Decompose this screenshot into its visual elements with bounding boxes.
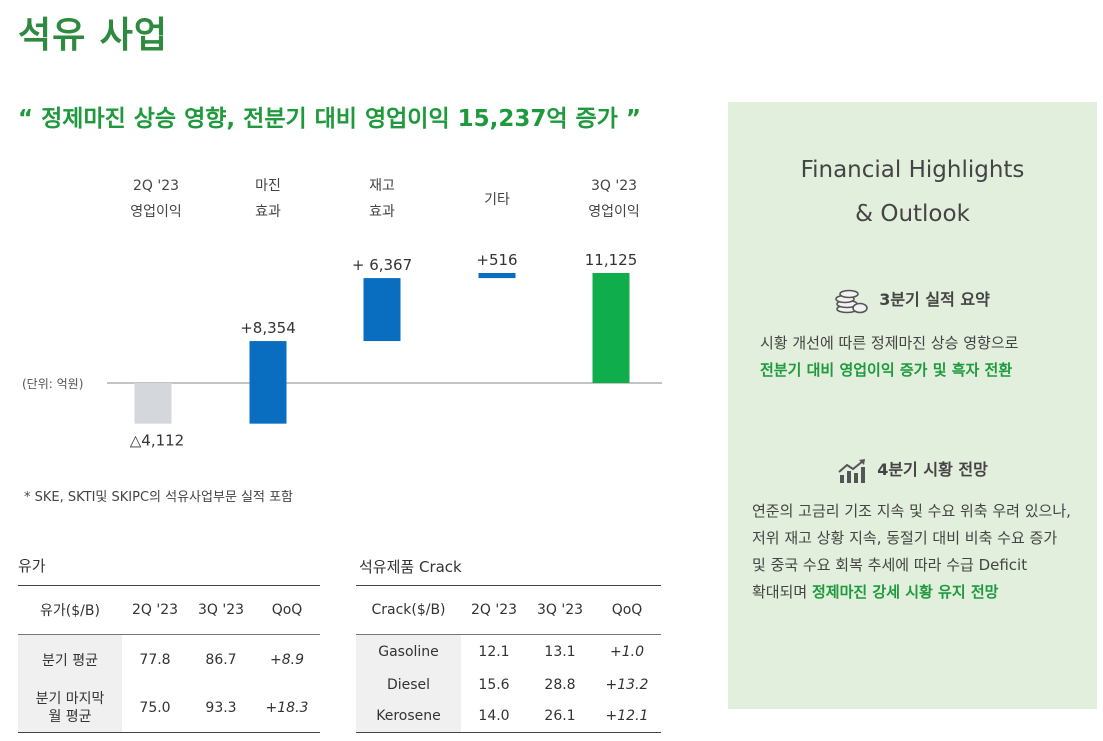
cell-q2: 15.6	[478, 676, 510, 693]
cell-q3: 26.1	[527, 700, 593, 733]
cell-q2: 77.8	[139, 651, 171, 668]
page-title: 석유 사업	[18, 15, 169, 56]
row-label: Gasoline	[356, 634, 461, 669]
category-label-3-0: 기타	[484, 192, 510, 208]
oil-table-title: 유가	[18, 557, 46, 575]
cell-q3: 13.1	[544, 643, 576, 660]
cell-qoq: +1.0	[610, 643, 644, 660]
value-label-2: + 6,367	[352, 256, 412, 274]
row-label: Diesel	[356, 668, 461, 701]
section2-heading: 4분기 시황 전망	[728, 456, 1097, 484]
table-row: 분기 평균 77.8 86.7 +8.9	[18, 634, 320, 685]
cell-qoq: +13.2	[605, 676, 649, 693]
section2-line4: 확대되며 정제마진 강세 시황 유지 전망	[752, 579, 1071, 606]
row-label: Kerosene	[356, 700, 461, 733]
header-cell: 3Q '23	[188, 585, 254, 635]
bar-3	[478, 273, 516, 279]
row-label: 분기 마지막 월 평균	[18, 684, 122, 733]
cell-qoq: +8.9	[270, 651, 304, 668]
crack-table: Crack($/B) 2Q '23 3Q '23 QoQ Gasoline 12…	[356, 585, 661, 733]
table-row: 분기 마지막 월 평균 75.0 93.3 +18.3	[18, 684, 320, 733]
headline: “ 정제마진 상승 영향, 전분기 대비 영업이익 15,237억 증가 ”	[18, 106, 641, 132]
value-label-1: +8,354	[240, 319, 296, 337]
cell-qoq: +18.3	[254, 684, 320, 733]
table-header-row: 유가($/B) 2Q '23 3Q '23 QoQ	[18, 585, 320, 635]
section2-text: 연준의 고금리 기조 지속 및 수요 위축 우려 있으나, 저위 재고 상황 지…	[752, 498, 1071, 606]
footnote: * SKE, SKTI및 SKIPC의 석유사업부문 실적 포함	[24, 490, 294, 505]
category-label-4-0: 3Q '23	[591, 178, 637, 194]
section2-line1: 연준의 고금리 기조 지속 및 수요 위축 우려 있으나,	[752, 502, 1071, 520]
header-cell: QoQ	[254, 585, 320, 635]
section2-line3: 및 중국 수요 회복 추세에 따라 수급 Deficit	[752, 556, 1028, 574]
value-label-0: △4,112	[130, 432, 184, 450]
crack-table-title: 석유제품 Crack	[359, 558, 462, 576]
header-cell: Crack($/B)	[356, 585, 461, 635]
cell-q2: 14.0	[461, 700, 527, 733]
cell-q2: 12.1	[478, 643, 510, 660]
panel-title: Financial Highlights & Outlook	[728, 148, 1097, 236]
section1-line2: 전분기 대비 영업이익 증가 및 흑자 전환	[760, 361, 1013, 379]
panel-title-line1: Financial Highlights	[800, 157, 1025, 183]
value-label-4: 11,125	[585, 251, 638, 269]
coins-icon	[835, 289, 869, 313]
section1-heading: 3분기 실적 요약	[728, 286, 1097, 314]
bar-4	[592, 273, 630, 383]
cell-q3: 93.3	[188, 684, 254, 733]
category-label-1-1: 효과	[255, 204, 281, 220]
table-row: Diesel 15.6 28.8 +13.2	[356, 668, 661, 701]
table-row: Kerosene 14.0 26.1 +12.1	[356, 700, 661, 733]
chart-up-icon	[838, 458, 866, 483]
bar-2	[363, 278, 401, 342]
section1-line1: 시황 개선에 따른 정제마진 상승 영향으로	[760, 334, 1019, 352]
category-label-0-0: 2Q '23	[133, 178, 179, 194]
value-label-3: +516	[476, 251, 517, 269]
unit-label: (단위: 억원)	[22, 377, 83, 391]
cell-q2: 75.0	[122, 684, 188, 733]
section2-heading-text: 4분기 시황 전망	[877, 460, 988, 479]
table-row: Gasoline 12.1 13.1 +1.0	[356, 634, 661, 669]
category-label-1-0: 마진	[255, 178, 281, 194]
cell-q3: 86.7	[205, 651, 237, 668]
category-label-4-1: 영업이익	[588, 204, 640, 220]
header-cell: 유가($/B)	[18, 585, 122, 635]
header-cell: 2Q '23	[461, 585, 527, 635]
cell-q3: 28.8	[544, 676, 576, 693]
category-label-0-1: 영업이익	[130, 204, 182, 220]
bar-0	[134, 383, 172, 424]
bar-1	[249, 341, 287, 424]
category-label-2-0: 재고	[369, 178, 395, 194]
section2-line2: 저위 재고 상황 지속, 동절기 대비 비축 수요 증가	[752, 529, 1058, 547]
section2-line4-prefix: 확대되며	[752, 583, 808, 601]
row-label: 분기 평균	[18, 634, 122, 685]
panel-title-line2: & Outlook	[855, 201, 970, 227]
header-cell: 2Q '23	[122, 585, 188, 635]
section2-line4-highlight: 정제마진 강세 시황 유지 전망	[811, 583, 999, 601]
cell-qoq: +12.1	[593, 700, 661, 733]
oil-price-table: 유가($/B) 2Q '23 3Q '23 QoQ 분기 평균 77.8 86.…	[18, 585, 320, 733]
header-cell: QoQ	[593, 585, 661, 635]
section1-heading-text: 3분기 실적 요약	[879, 290, 990, 309]
header-cell: 3Q '23	[527, 585, 593, 635]
table-header-row: Crack($/B) 2Q '23 3Q '23 QoQ	[356, 585, 661, 635]
category-label-2-1: 효과	[369, 204, 395, 220]
highlights-panel: Financial Highlights & Outlook 3분기 실적 요약…	[728, 102, 1097, 709]
section1-text: 시황 개선에 따른 정제마진 상승 영향으로 전분기 대비 영업이익 증가 및 …	[760, 330, 1018, 384]
